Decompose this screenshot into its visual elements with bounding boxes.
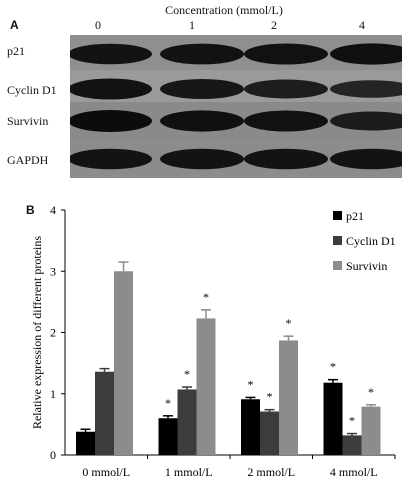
blot-band (70, 148, 152, 170)
blot-band (70, 43, 152, 65)
y-tick-label: 0 (50, 448, 56, 462)
blot-band (70, 78, 152, 100)
blot-strip-p21 (70, 35, 402, 73)
lane-label-1: 1 (189, 18, 195, 32)
blot-band (244, 43, 328, 65)
blot-band (330, 111, 402, 131)
legend-swatch (333, 261, 342, 270)
bar (114, 271, 133, 455)
blot-band (244, 79, 328, 99)
blot-band (244, 148, 328, 170)
blot-band (330, 43, 402, 65)
blot-strip-survivin (70, 102, 402, 140)
blot-band (330, 148, 402, 170)
x-tick-label: 4 mmol/L (330, 465, 378, 479)
blot-strip-gapdh (70, 140, 402, 178)
panel-b-letter: B (26, 203, 35, 217)
legend-swatch (333, 211, 342, 220)
y-tick-label: 4 (50, 203, 56, 217)
lane-label-3: 4 (359, 18, 365, 32)
x-tick-label: 1 mmol/L (165, 465, 213, 479)
bar (196, 318, 216, 455)
x-tick-label: 0 mmol/L (82, 465, 130, 479)
y-tick-label: 3 (50, 264, 56, 278)
significance-marker: * (286, 316, 292, 330)
blot-band (160, 43, 244, 65)
lane-label-2: 2 (271, 18, 277, 32)
panel-a-letter: A (10, 18, 19, 32)
y-tick-label: 1 (50, 387, 56, 401)
bar-chart: 0 1 2 3 4 Relative expression of different pr… (30, 203, 396, 479)
blot-band (160, 79, 244, 99)
blot-row-label-cyclin-d1: Cyclin D1 (7, 83, 57, 97)
blot-band (70, 110, 152, 132)
significance-marker: * (165, 396, 171, 410)
significance-marker: * (184, 367, 190, 381)
lane-label-0: 0 (95, 18, 101, 32)
significance-marker: * (368, 385, 374, 399)
significance-marker: * (349, 414, 355, 428)
bar (241, 399, 260, 455)
concentration-title: Concentration (mmol/L) (165, 3, 283, 17)
blot-band (330, 80, 402, 98)
bar (323, 382, 343, 455)
y-axis-label: Relative expression of different protein… (30, 236, 44, 429)
significance-marker: * (330, 360, 336, 374)
blot-band (244, 110, 328, 132)
bar (177, 389, 197, 455)
legend-label: Cyclin D1 (346, 234, 396, 248)
legend-swatch (333, 236, 342, 245)
x-tick-label: 2 mmol/L (247, 465, 295, 479)
blot-row-label-survivin: Survivin (7, 114, 49, 128)
bar (279, 340, 298, 455)
significance-marker: * (248, 377, 254, 391)
legend-label: p21 (346, 209, 364, 223)
bar (76, 431, 95, 455)
significance-marker: * (267, 390, 273, 404)
bar (158, 418, 178, 455)
significance-marker: * (203, 290, 209, 304)
blot-strip-cyclin-d1 (70, 70, 402, 108)
blot-row-label-p21: p21 (7, 44, 25, 58)
y-tick-label: 2 (50, 326, 56, 340)
bar (342, 435, 362, 455)
bar (95, 371, 114, 455)
blot-band (160, 148, 244, 170)
blot-band (160, 110, 244, 132)
bar (361, 406, 381, 455)
legend-label: Survivin (346, 259, 387, 273)
bar (260, 411, 279, 455)
blot-row-label-gapdh: GAPDH (7, 153, 49, 167)
